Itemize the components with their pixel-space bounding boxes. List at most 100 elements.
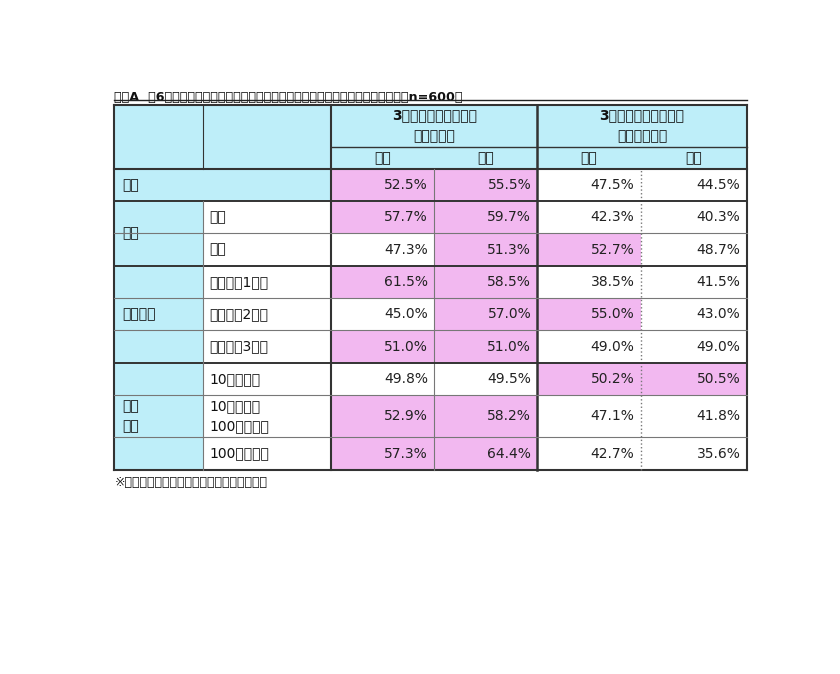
Bar bbox=[203, 104, 331, 168]
Text: 52.5%: 52.5% bbox=[385, 178, 428, 192]
Bar bbox=[434, 104, 538, 168]
Text: 57.0%: 57.0% bbox=[487, 307, 531, 321]
Text: ※背景色付きは、回答率が半数を超える数値: ※背景色付きは、回答率が半数を超える数値 bbox=[114, 476, 267, 489]
Bar bbox=[538, 233, 641, 266]
Text: 41.5%: 41.5% bbox=[696, 275, 741, 289]
Text: 全体: 全体 bbox=[122, 178, 139, 192]
Bar bbox=[114, 395, 203, 437]
Text: 35.6%: 35.6% bbox=[696, 447, 741, 460]
Text: 50.5%: 50.5% bbox=[696, 372, 741, 386]
Bar bbox=[434, 168, 538, 201]
Text: 48.7%: 48.7% bbox=[696, 243, 741, 257]
Bar bbox=[538, 437, 641, 470]
Text: 女性: 女性 bbox=[210, 243, 226, 257]
Bar bbox=[538, 201, 641, 233]
Bar bbox=[434, 298, 538, 330]
Bar bbox=[538, 298, 641, 330]
Bar bbox=[203, 266, 331, 298]
Bar bbox=[331, 233, 434, 266]
Text: 52.9%: 52.9% bbox=[385, 409, 428, 423]
Text: 今回: 今回 bbox=[580, 151, 597, 165]
Text: 58.2%: 58.2% bbox=[487, 409, 531, 423]
Text: 3年後も勤務し続けて
いると思う: 3年後も勤務し続けて いると思う bbox=[392, 109, 477, 143]
Bar bbox=[203, 233, 331, 266]
Text: 売上
規模: 売上 規模 bbox=[122, 400, 139, 433]
Bar bbox=[114, 201, 203, 266]
Bar bbox=[641, 104, 747, 168]
Bar bbox=[641, 298, 747, 330]
Bar bbox=[434, 330, 538, 363]
Text: 43.0%: 43.0% bbox=[696, 307, 741, 321]
Text: 47.5%: 47.5% bbox=[591, 178, 634, 192]
Text: 3年後は勤務し続けて
いないと思う: 3年後は勤務し続けて いないと思う bbox=[600, 109, 685, 143]
Bar bbox=[331, 104, 434, 168]
Text: 47.1%: 47.1% bbox=[591, 409, 634, 423]
Text: 49.8%: 49.8% bbox=[384, 372, 428, 386]
Bar bbox=[114, 168, 203, 201]
Text: 10億円以上
100億円未満: 10億円以上 100億円未満 bbox=[210, 400, 270, 433]
Text: 10億円未満: 10億円未満 bbox=[210, 372, 260, 386]
Bar bbox=[641, 201, 747, 233]
Bar bbox=[331, 395, 434, 437]
Bar bbox=[203, 363, 331, 395]
Bar bbox=[434, 233, 538, 266]
Bar bbox=[203, 168, 331, 201]
Text: 42.7%: 42.7% bbox=[591, 447, 634, 460]
Text: 44.5%: 44.5% bbox=[696, 178, 741, 192]
Text: 58.5%: 58.5% bbox=[487, 275, 531, 289]
Bar bbox=[114, 104, 203, 168]
Text: 新卒入社3年目: 新卒入社3年目 bbox=[210, 340, 269, 354]
Text: 新卒入社1年目: 新卒入社1年目 bbox=[210, 275, 269, 289]
Bar bbox=[331, 363, 434, 395]
Text: 61.5%: 61.5% bbox=[384, 275, 428, 289]
Text: 入社年次: 入社年次 bbox=[122, 307, 155, 321]
Bar bbox=[331, 201, 434, 233]
Bar bbox=[538, 168, 641, 201]
Text: 前回: 前回 bbox=[685, 151, 702, 165]
Bar bbox=[203, 330, 331, 363]
Bar bbox=[114, 233, 203, 266]
Bar bbox=[114, 168, 203, 201]
Bar bbox=[114, 437, 203, 470]
Text: 新卒入社2年目: 新卒入社2年目 bbox=[210, 307, 269, 321]
Bar bbox=[641, 363, 747, 395]
Bar bbox=[114, 266, 203, 363]
Text: 今回: 今回 bbox=[375, 151, 391, 165]
Text: 40.3%: 40.3% bbox=[696, 210, 741, 224]
Bar bbox=[641, 395, 747, 437]
Text: 55.0%: 55.0% bbox=[591, 307, 634, 321]
Text: 52.7%: 52.7% bbox=[591, 243, 634, 257]
Text: 51.3%: 51.3% bbox=[487, 243, 531, 257]
Text: 50.2%: 50.2% bbox=[591, 372, 634, 386]
Bar bbox=[641, 330, 747, 363]
Bar bbox=[203, 168, 331, 201]
Text: 64.4%: 64.4% bbox=[487, 447, 531, 460]
Text: 51.0%: 51.0% bbox=[385, 340, 428, 354]
Bar bbox=[538, 363, 641, 395]
Text: 38.5%: 38.5% bbox=[591, 275, 634, 289]
Bar bbox=[114, 363, 203, 470]
Bar bbox=[538, 266, 641, 298]
Bar bbox=[641, 437, 747, 470]
Bar bbox=[203, 395, 331, 437]
Text: 42.3%: 42.3% bbox=[591, 210, 634, 224]
Bar bbox=[641, 266, 747, 298]
Text: 49.0%: 49.0% bbox=[591, 340, 634, 354]
Bar bbox=[434, 266, 538, 298]
Text: 41.8%: 41.8% bbox=[696, 409, 741, 423]
Bar bbox=[203, 201, 331, 233]
Bar bbox=[114, 330, 203, 363]
Text: 49.5%: 49.5% bbox=[487, 372, 531, 386]
Bar bbox=[641, 168, 747, 201]
Text: 51.0%: 51.0% bbox=[487, 340, 531, 354]
Text: 57.7%: 57.7% bbox=[385, 210, 428, 224]
Bar bbox=[114, 363, 203, 395]
Bar bbox=[203, 437, 331, 470]
Bar bbox=[331, 437, 434, 470]
Text: 59.7%: 59.7% bbox=[487, 210, 531, 224]
Bar bbox=[331, 266, 434, 298]
Bar bbox=[203, 298, 331, 330]
Bar bbox=[538, 395, 641, 437]
Bar bbox=[331, 298, 434, 330]
Text: 前回: 前回 bbox=[477, 151, 494, 165]
